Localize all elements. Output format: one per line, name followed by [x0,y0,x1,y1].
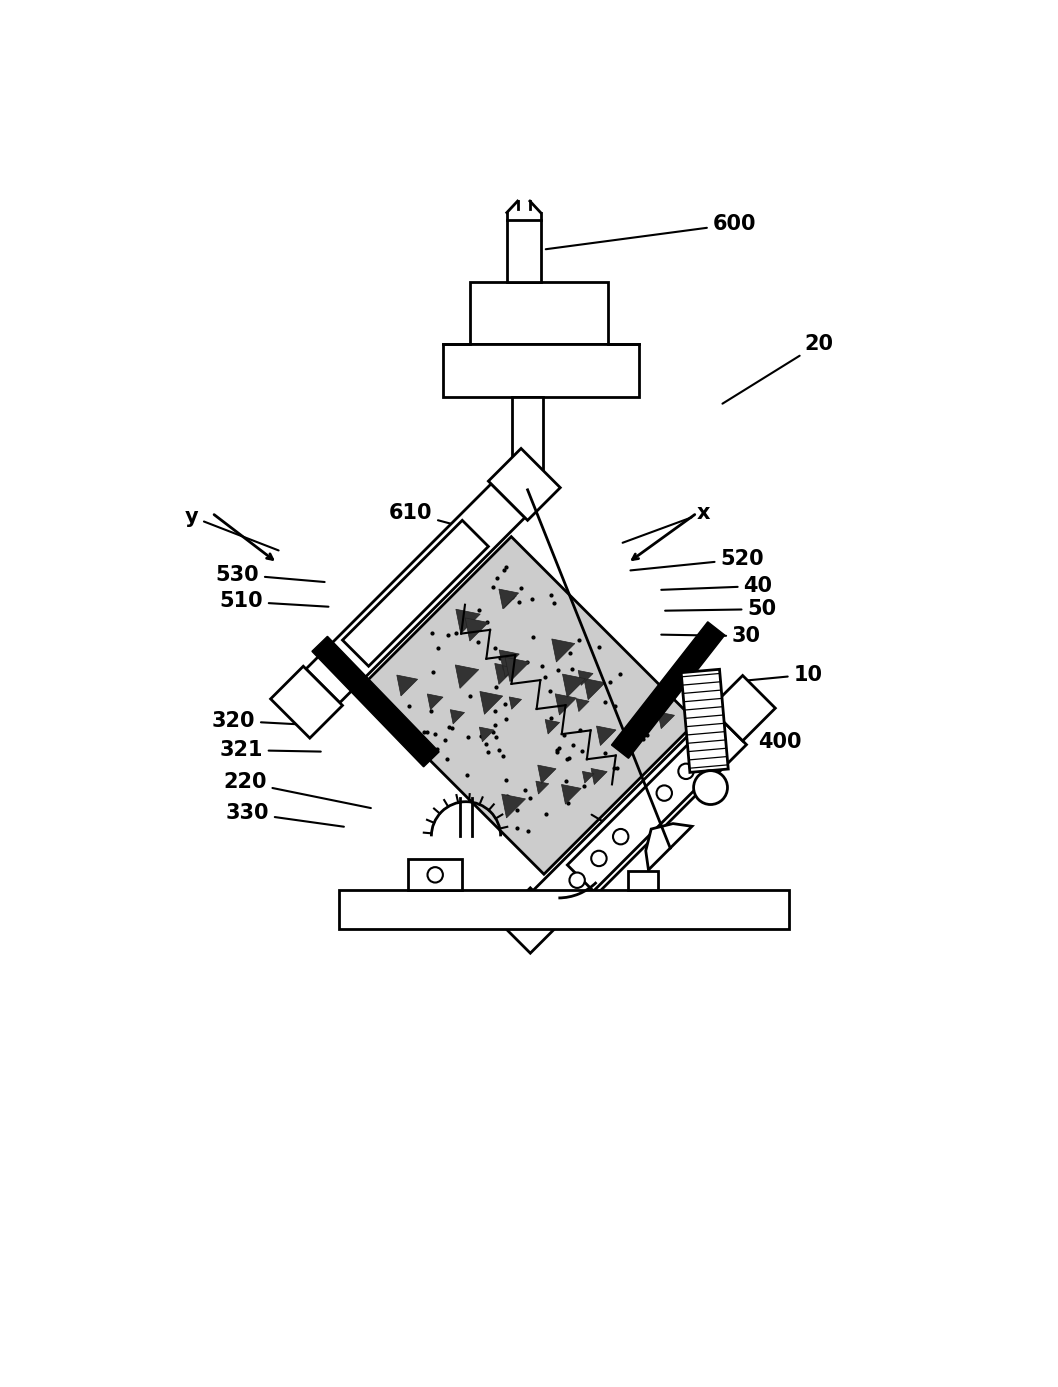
Text: 510: 510 [220,591,328,612]
Circle shape [657,785,672,800]
Text: 320: 320 [212,712,317,731]
Text: 220: 220 [223,773,371,809]
Polygon shape [489,448,561,520]
Polygon shape [339,890,789,929]
Polygon shape [271,666,343,738]
Text: x: x [622,503,711,542]
Polygon shape [533,712,747,924]
Polygon shape [579,670,594,685]
Polygon shape [500,592,516,609]
Text: 30: 30 [661,626,761,646]
Text: 330: 330 [225,803,344,827]
Text: $\alpha$: $\alpha$ [591,814,636,846]
Text: 321: 321 [220,741,321,760]
Polygon shape [681,670,728,773]
Polygon shape [480,692,503,714]
Text: 600: 600 [546,214,755,250]
Polygon shape [495,663,515,684]
Polygon shape [499,589,518,609]
Text: 20: 20 [723,333,834,404]
Polygon shape [567,745,713,890]
Polygon shape [455,664,478,688]
Text: 520: 520 [631,549,764,570]
Polygon shape [645,824,692,870]
Polygon shape [584,678,605,699]
Polygon shape [535,781,549,793]
Polygon shape [443,344,639,398]
Polygon shape [545,720,560,734]
Circle shape [678,764,694,779]
Text: 210: 210 [632,900,675,927]
Circle shape [427,867,443,882]
Polygon shape [555,694,577,714]
Circle shape [694,771,728,804]
Polygon shape [312,637,439,767]
Polygon shape [503,666,514,677]
Polygon shape [408,860,462,890]
Text: 100: 100 [709,904,752,931]
Text: 50: 50 [665,599,777,619]
Polygon shape [466,619,488,641]
Polygon shape [359,537,696,874]
Polygon shape [627,871,658,890]
Polygon shape [577,699,589,712]
Text: y: y [185,506,278,551]
Polygon shape [537,766,557,784]
Polygon shape [306,484,525,703]
Polygon shape [479,727,494,742]
Polygon shape [658,712,675,728]
Polygon shape [501,795,526,818]
Polygon shape [512,398,543,490]
Polygon shape [456,609,480,634]
Polygon shape [499,651,519,670]
Polygon shape [612,621,725,759]
Text: 530: 530 [216,565,325,584]
Polygon shape [710,675,776,741]
Polygon shape [597,725,616,745]
Polygon shape [507,221,541,282]
Polygon shape [497,888,563,953]
Text: 400: 400 [723,716,802,752]
Text: 310: 310 [543,884,586,924]
Polygon shape [505,657,529,681]
Circle shape [613,829,628,845]
Polygon shape [563,674,585,698]
Polygon shape [470,282,608,344]
Text: 10: 10 [746,664,822,685]
Polygon shape [562,785,581,804]
Polygon shape [451,710,464,724]
Polygon shape [427,694,443,710]
Polygon shape [591,768,607,785]
Polygon shape [343,520,489,666]
Polygon shape [583,771,595,784]
Circle shape [591,850,606,865]
Polygon shape [397,675,418,696]
Text: 610: 610 [389,503,494,535]
Text: 120: 120 [401,885,444,915]
Polygon shape [509,696,522,709]
Circle shape [569,872,585,888]
Polygon shape [552,639,574,662]
Text: 40: 40 [661,576,772,596]
